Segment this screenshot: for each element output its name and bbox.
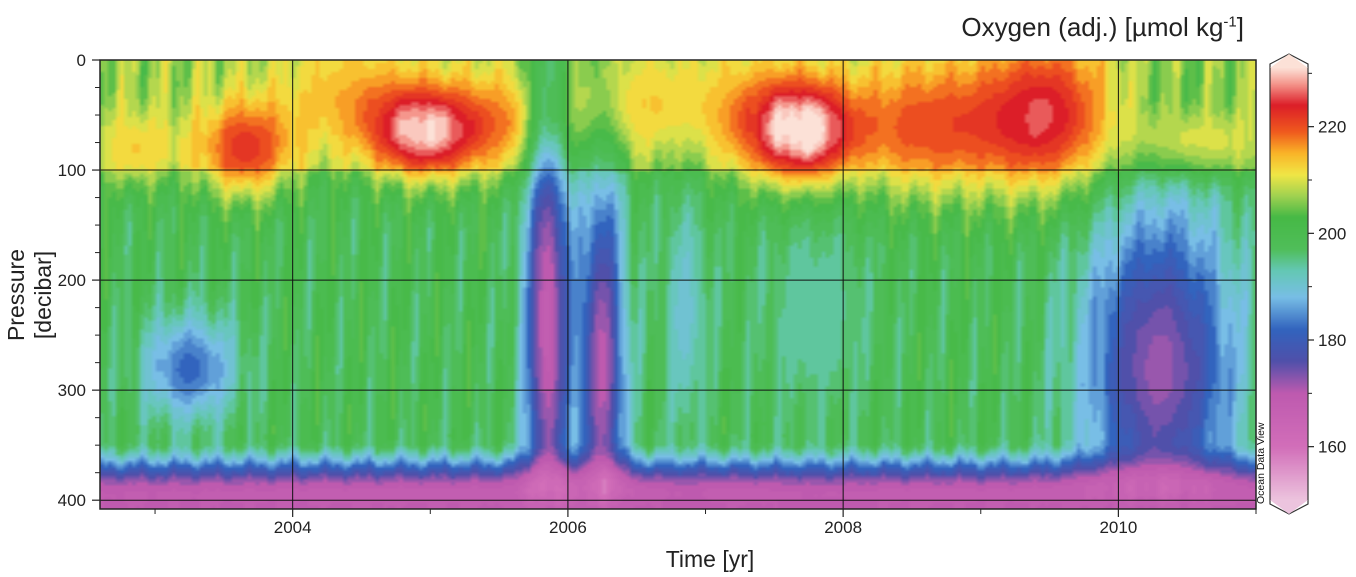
colorbar-title: Oxygen (adj.) [µmol kg-1]: [961, 12, 1244, 43]
grid-lines: [100, 60, 1256, 509]
colorbar-axis: 160 180 200 220: [1308, 72, 1346, 457]
y-tick-label: 300: [58, 381, 86, 400]
x-axis-label: Time [yr]: [665, 546, 755, 572]
y-tick-label: 400: [58, 491, 86, 510]
oxygen-heatmap: [100, 60, 1256, 509]
colorbar-title-main: Oxygen (adj.) [µmol kg: [961, 12, 1224, 42]
colorbar-gradient: [1270, 68, 1308, 500]
colorbar-title-sup: -1: [1223, 13, 1237, 31]
colorbar-tick-label: 160: [1318, 438, 1346, 457]
colorbar-min-cap: [1270, 500, 1308, 514]
x-tick-label: 2004: [274, 518, 312, 537]
colorbar-title-end: ]: [1236, 12, 1244, 42]
y-tick-label: 100: [58, 161, 86, 180]
y-tick-label: 0: [77, 51, 86, 70]
colorbar-tick-label: 200: [1318, 224, 1346, 243]
y-tick-label: 200: [58, 271, 86, 290]
colorbar-tick-label: 180: [1318, 331, 1346, 350]
x-tick-label: 2010: [1099, 518, 1137, 537]
x-tick-label: 2006: [549, 518, 587, 537]
colorbar-max-cap: [1270, 54, 1308, 68]
colorbar-tick-label: 220: [1318, 118, 1346, 137]
plot-frame: [99, 59, 1257, 510]
odv-watermark: Ocean Data View: [1255, 422, 1267, 504]
x-tick-label: 2008: [824, 518, 862, 537]
axes: 2004 2006 2008 2010 0 100 200 300 400: [58, 51, 1257, 537]
y-axis-label: Pressure [decibar]: [3, 248, 56, 342]
